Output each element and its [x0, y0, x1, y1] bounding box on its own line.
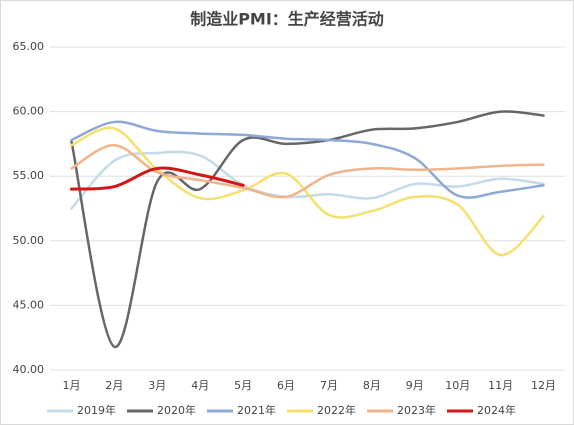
legend-label: 2020年 — [157, 403, 196, 417]
legend-label: 2024年 — [477, 403, 516, 417]
chart-title: 制造业PMI：生产经营活动 — [190, 10, 384, 29]
x-tick-label: 5月 — [234, 379, 252, 392]
line-series — [69, 166, 245, 191]
y-tick-label: 65.00 — [13, 40, 45, 53]
legend-label: 2023年 — [397, 403, 436, 417]
line-series — [70, 120, 545, 199]
x-tick-label: 7月 — [320, 379, 338, 392]
x-tick-label: 6月 — [277, 379, 295, 392]
line-series — [70, 150, 545, 210]
legend-label: 2019年 — [77, 403, 116, 417]
x-tick-label: 4月 — [191, 379, 209, 392]
y-tick-label: 40.00 — [13, 363, 45, 376]
legend-label: 2021年 — [237, 403, 276, 417]
line-series — [70, 110, 545, 349]
y-tick-label: 60.00 — [13, 105, 45, 118]
x-tick-label: 8月 — [363, 379, 381, 392]
legend-label: 2022年 — [317, 403, 356, 417]
x-tick-label: 11月 — [488, 379, 513, 392]
x-tick-label: 10月 — [445, 379, 470, 392]
y-tick-label: 55.00 — [13, 169, 45, 182]
y-tick-label: 45.00 — [13, 298, 45, 311]
y-tick-label: 50.00 — [13, 234, 45, 247]
x-tick-label: 1月 — [62, 379, 80, 392]
x-tick-label: 2月 — [105, 379, 123, 392]
x-tick-label: 12月 — [531, 379, 556, 392]
x-tick-label: 3月 — [148, 379, 166, 392]
x-tick-label: 9月 — [406, 379, 424, 392]
